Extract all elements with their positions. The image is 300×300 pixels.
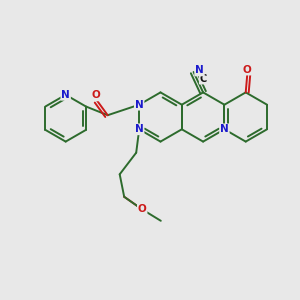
Text: N: N — [195, 65, 204, 76]
Text: O: O — [138, 204, 147, 214]
Text: N: N — [135, 124, 144, 134]
Text: O: O — [91, 90, 100, 100]
Text: C: C — [200, 74, 207, 84]
Text: N: N — [220, 124, 229, 134]
Text: N: N — [61, 90, 70, 100]
Text: N: N — [135, 100, 144, 110]
Text: O: O — [243, 64, 252, 75]
